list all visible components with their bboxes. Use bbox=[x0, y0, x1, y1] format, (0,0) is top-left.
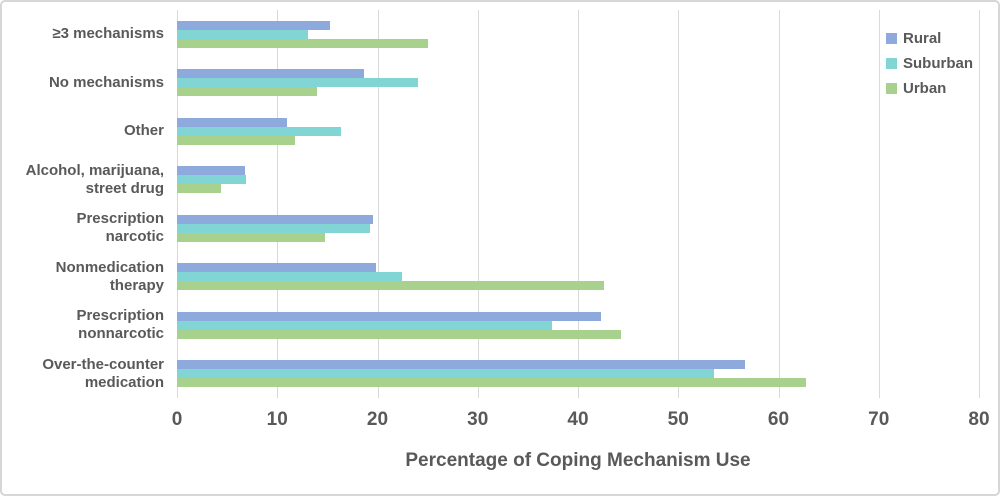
bar-rural bbox=[177, 69, 365, 79]
gridline-60 bbox=[778, 10, 780, 398]
x-tick-label: 70 bbox=[868, 409, 890, 430]
x-tick-label: 20 bbox=[366, 409, 389, 430]
gridline-30 bbox=[477, 10, 479, 398]
bar-urban bbox=[177, 87, 318, 97]
legend-label: Suburban bbox=[903, 55, 973, 72]
bar-group bbox=[177, 204, 979, 253]
category-label-line: Alcohol, marijuana, bbox=[25, 161, 164, 179]
category-label: Over-the-counter medication bbox=[2, 350, 164, 399]
category-label-line: street drug bbox=[85, 179, 164, 197]
category-label-line: Over-the-counter bbox=[42, 355, 164, 373]
bar-rows bbox=[177, 10, 979, 398]
legend-item-urban: Urban bbox=[886, 80, 973, 97]
bar-group bbox=[177, 350, 979, 399]
x-tick-label: 40 bbox=[567, 409, 589, 430]
gridline-0 bbox=[177, 10, 178, 398]
bar-group bbox=[177, 156, 979, 205]
gridline-80 bbox=[979, 10, 980, 398]
x-tick-label: 60 bbox=[767, 409, 790, 430]
bar-suburban bbox=[177, 369, 715, 379]
legend: Rural Suburban Urban bbox=[886, 30, 973, 105]
bar-rural bbox=[177, 166, 246, 176]
bar-urban bbox=[177, 38, 428, 48]
x-tick-label: 80 bbox=[968, 409, 990, 430]
category-label-line: No mechanisms bbox=[48, 73, 164, 91]
bar-suburban bbox=[177, 126, 342, 136]
x-tick-label: 0 bbox=[171, 409, 183, 430]
category-label: ≥3 mechanisms bbox=[2, 10, 164, 59]
gridline-10 bbox=[277, 10, 279, 398]
category-label-line: Other bbox=[123, 122, 164, 140]
gridline-70 bbox=[878, 10, 880, 398]
bar-urban bbox=[177, 281, 605, 291]
bar-group bbox=[177, 59, 979, 108]
bar-rural bbox=[177, 360, 746, 370]
legend-swatch-icon bbox=[886, 33, 897, 44]
x-tick-label: 10 bbox=[266, 409, 288, 430]
category-label-line: Nonmedication bbox=[55, 258, 164, 276]
bar-urban bbox=[177, 378, 806, 388]
legend-label: Urban bbox=[903, 80, 947, 97]
plot-area bbox=[177, 10, 980, 398]
category-label: Prescription narcotic bbox=[2, 204, 164, 253]
x-axis-tick-labels: 0 10 20 30 40 50 60 70 80 bbox=[172, 409, 990, 433]
legend-swatch-icon bbox=[886, 58, 897, 69]
bar-urban bbox=[177, 329, 622, 339]
category-label-line: ≥3 mechanisms bbox=[52, 25, 164, 43]
gridline-20 bbox=[377, 10, 379, 398]
category-label: Prescription nonnarcotic bbox=[2, 301, 164, 350]
bar-rural bbox=[177, 20, 331, 30]
bar-rural bbox=[177, 311, 602, 321]
bar-urban bbox=[177, 184, 222, 194]
bar-group bbox=[177, 301, 979, 350]
x-tick-label: 30 bbox=[467, 409, 489, 430]
gridline-50 bbox=[678, 10, 680, 398]
y-axis-category-labels: ≥3 mechanisms No mechanisms Other Alcohol, … bbox=[2, 10, 164, 398]
bar-suburban bbox=[177, 223, 371, 233]
category-label-line: Prescription bbox=[76, 307, 164, 325]
bar-rural bbox=[177, 263, 377, 273]
category-label: Other bbox=[2, 107, 164, 156]
gridline-40 bbox=[578, 10, 579, 398]
bar-rural bbox=[177, 214, 374, 224]
bar-suburban bbox=[177, 272, 402, 282]
category-label-line: therapy bbox=[109, 276, 164, 294]
category-label-line: medication bbox=[84, 373, 164, 391]
bar-suburban bbox=[177, 320, 552, 330]
legend-item-suburban: Suburban bbox=[886, 55, 973, 72]
bar-group bbox=[177, 107, 979, 156]
bar-group bbox=[177, 10, 979, 59]
category-label-line: nonnarcotic bbox=[78, 325, 164, 343]
x-tick-label: 50 bbox=[667, 409, 689, 430]
category-label: No mechanisms bbox=[2, 59, 164, 108]
category-label-line: Prescription bbox=[76, 210, 164, 228]
bar-suburban bbox=[177, 78, 418, 88]
legend-label: Rural bbox=[903, 30, 942, 47]
bar-suburban bbox=[177, 29, 309, 39]
category-label-line: narcotic bbox=[105, 228, 164, 246]
bar-suburban bbox=[177, 175, 247, 185]
bar-urban bbox=[177, 232, 326, 242]
x-axis-title: Percentage of Coping Mechanism Use bbox=[405, 450, 751, 471]
bar-group bbox=[177, 253, 979, 302]
legend-item-rural: Rural bbox=[886, 30, 973, 47]
bar-urban bbox=[177, 135, 296, 145]
legend-swatch-icon bbox=[886, 83, 897, 94]
category-label: Nonmedication therapy bbox=[2, 253, 164, 302]
category-label: Alcohol, marijuana, street drug bbox=[2, 156, 164, 205]
bar-rural bbox=[177, 117, 288, 127]
